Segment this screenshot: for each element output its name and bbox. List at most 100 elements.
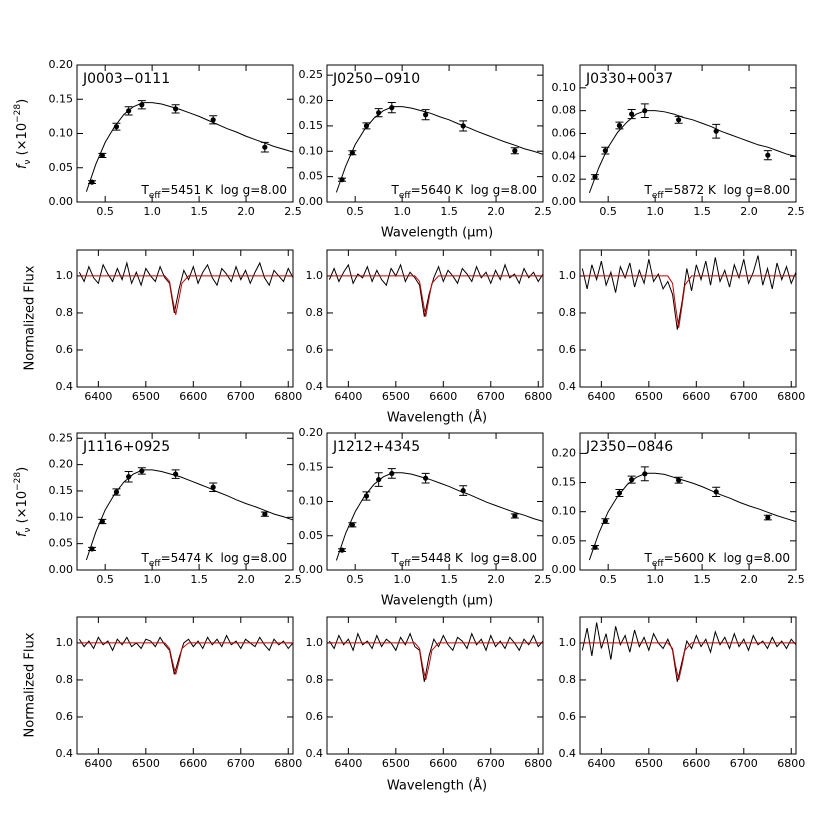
data-point <box>210 117 216 123</box>
y-tick-label: 0.6 <box>559 710 577 723</box>
x-tick-label: 6700 <box>730 757 758 770</box>
x-tick-label: 6400 <box>84 390 112 403</box>
data-point <box>616 490 623 496</box>
x-tick-label: 1.5 <box>440 573 458 586</box>
x-tick-label: 6800 <box>274 390 302 403</box>
x-tick-label: 6400 <box>587 757 615 770</box>
model-curve <box>588 472 797 561</box>
plot-frame <box>579 432 797 571</box>
data-point <box>602 148 608 154</box>
x-tick-label: 2.5 <box>534 205 552 218</box>
panel-title: J0330+0037 <box>585 71 673 87</box>
x-tick-label: 2.5 <box>787 205 805 218</box>
x-tick-label: 1.0 <box>393 573 411 586</box>
x-tick-label: 2.5 <box>284 205 302 218</box>
x-tick-label: 6400 <box>84 757 112 770</box>
y-tick-label: 0.6 <box>306 343 324 356</box>
x-tick-label: 2.5 <box>534 573 552 586</box>
label-part: ν <box>23 160 33 165</box>
panel-title: J0250−0910 <box>332 71 420 87</box>
y-tick-label: 0.15 <box>299 119 324 132</box>
annotation-part: eff <box>149 559 162 569</box>
y-axis-label: fν (×10−28) <box>13 99 33 169</box>
y-tick-label: 0.05 <box>552 534 577 547</box>
data-point <box>139 102 145 108</box>
y-tick-label: 0.15 <box>49 484 74 497</box>
sed-panel: 0.5 1.0 1.5 2.0 2.5 0.00 0.05 0.10 0.15 0.20 J0003… <box>49 58 302 218</box>
x-tick-label: 1.0 <box>143 205 161 218</box>
data-point <box>629 111 635 117</box>
y-tick-label: 0.25 <box>299 68 324 81</box>
y-tick-label: 0.4 <box>559 747 577 760</box>
annotation-part: eff <box>149 191 162 201</box>
y-tick-label: 0.20 <box>49 58 74 71</box>
y-axis-label: fν (×10−28) <box>13 467 33 537</box>
annotation-part: T <box>141 551 150 565</box>
data-point <box>389 470 395 477</box>
annotation-part: eff <box>652 191 665 201</box>
sed-panel: 0.5 1.0 1.5 2.0 2.5 0.00 0.05 0.10 0.15 0.20 0.25 J… <box>299 64 552 218</box>
data-point <box>676 117 682 123</box>
y-tick-label: 0.04 <box>552 149 577 162</box>
data-point <box>423 475 429 481</box>
annotation: Teff=5600 K log g=8.00 <box>644 551 791 569</box>
model-spectrum <box>582 275 796 328</box>
y-tick-label: 0.00 <box>552 195 577 208</box>
plot-frame <box>579 249 797 388</box>
plot-frame <box>76 616 294 755</box>
plot-frame <box>326 616 544 755</box>
x-tick-label: 6700 <box>477 390 505 403</box>
y-tick-label: 0.8 <box>306 673 324 686</box>
annotation-part: eff <box>399 191 412 201</box>
x-tick-label: 2.0 <box>487 205 505 218</box>
x-tick-label: 6400 <box>587 390 615 403</box>
x-tick-label: 1.0 <box>646 573 664 586</box>
data-point <box>89 179 95 185</box>
y-tick-label: 1.0 <box>306 269 324 282</box>
y-tick-label: 0.08 <box>552 104 577 117</box>
x-tick-label: 1.5 <box>693 205 711 218</box>
model-curve <box>335 472 544 561</box>
y-tick-label: 0.4 <box>559 380 577 393</box>
y-tick-label: 0.20 <box>552 446 577 459</box>
label-part: f <box>15 162 30 169</box>
data-point <box>210 484 216 490</box>
y-tick-label: 1.0 <box>56 269 74 282</box>
x-tick-label: 6600 <box>429 390 457 403</box>
annotation-part: =5451 K log g=8.00 <box>161 183 287 197</box>
x-tick-label: 0.5 <box>96 205 114 218</box>
plot-frame <box>76 432 294 571</box>
y-tick-label: 1.0 <box>559 636 577 649</box>
y-tick-label: 0.00 <box>49 563 74 576</box>
x-tick-label: 1.5 <box>693 573 711 586</box>
spectrum-panel: 6400 6500 6600 6700 6800 0.4 0.6 0.8 1.0 <box>306 249 552 403</box>
data-point <box>642 471 648 477</box>
x-tick-label: 2.5 <box>787 573 805 586</box>
x-tick-label: 6700 <box>227 390 255 403</box>
label-part: −28 <box>13 104 23 123</box>
x-tick-label: 2.0 <box>740 205 758 218</box>
x-tick-label: 6500 <box>382 390 410 403</box>
y-tick-label: 0.6 <box>56 343 74 356</box>
y-tick-label: 0.00 <box>299 563 324 576</box>
panel-title: J0003−0111 <box>82 71 170 87</box>
x-tick-label: 1.5 <box>440 205 458 218</box>
x-tick-label: 1.0 <box>393 205 411 218</box>
observed-spectrum <box>78 260 294 314</box>
data-point <box>376 110 382 116</box>
x-tick-label: 6800 <box>524 757 552 770</box>
y-tick-label: 1.0 <box>56 636 74 649</box>
annotation-part: T <box>644 183 653 197</box>
data-point <box>363 123 370 129</box>
y-tick-label: 0.6 <box>559 343 577 356</box>
y-tick-label: 0.06 <box>552 127 577 140</box>
annotation: Teff=5448 K log g=8.00 <box>391 551 538 569</box>
plot-frame <box>326 249 544 388</box>
x-axis-label: Wavelength (μm) <box>381 226 493 241</box>
x-tick-label: 6500 <box>382 757 410 770</box>
data-point <box>616 122 623 129</box>
x-tick-label: 6600 <box>179 757 207 770</box>
y-tick-label: 0.4 <box>306 380 324 393</box>
